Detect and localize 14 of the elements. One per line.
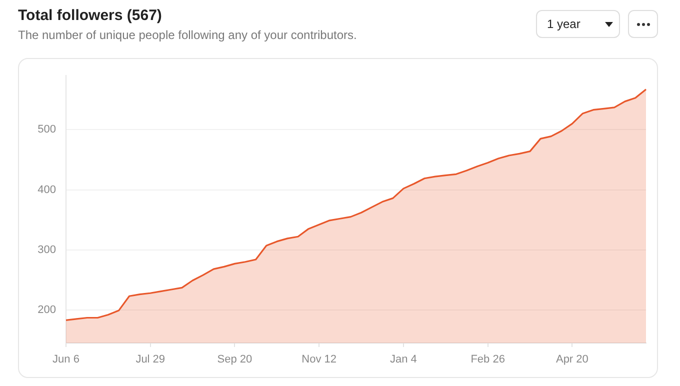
x-tick-label: Nov 12 (302, 354, 337, 366)
y-tick-label: 400 (38, 184, 56, 196)
chart-title: Total followers (567) (18, 7, 162, 24)
y-tick-label: 500 (38, 124, 56, 136)
x-tick-label: Jul 29 (136, 354, 166, 366)
text: 1 year (547, 17, 580, 31)
y-tick-label: 200 (38, 304, 56, 316)
chart-subtitle: The number of unique people following any of your contributors. (18, 28, 357, 42)
x-tick-label: Sep 20 (217, 354, 252, 366)
x-tick-label: Apr 20 (556, 354, 588, 366)
x-tick-label: Feb 26 (470, 354, 505, 366)
y-tick-label: 300 (38, 244, 56, 256)
x-tick-label: Jun 6 (52, 354, 80, 366)
x-tick-label: Jan 4 (390, 354, 417, 366)
